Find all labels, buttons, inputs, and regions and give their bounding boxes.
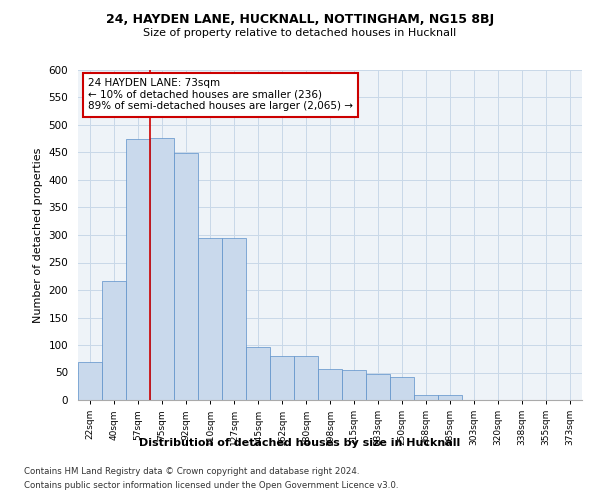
Bar <box>102 280 126 400</box>
Bar <box>198 238 222 400</box>
Bar <box>78 362 102 400</box>
Text: 24, HAYDEN LANE, HUCKNALL, NOTTINGHAM, NG15 8BJ: 24, HAYDEN LANE, HUCKNALL, NOTTINGHAM, N… <box>106 12 494 26</box>
Bar <box>342 370 366 400</box>
Y-axis label: Number of detached properties: Number of detached properties <box>33 148 43 322</box>
Bar <box>438 394 462 400</box>
Bar <box>126 138 150 400</box>
Bar <box>318 368 342 400</box>
Text: Distribution of detached houses by size in Hucknall: Distribution of detached houses by size … <box>139 438 461 448</box>
Bar <box>390 377 414 400</box>
Bar <box>246 346 270 400</box>
Bar <box>366 374 390 400</box>
Bar <box>174 153 198 400</box>
Text: Size of property relative to detached houses in Hucknall: Size of property relative to detached ho… <box>143 28 457 38</box>
Bar <box>414 394 438 400</box>
Text: Contains HM Land Registry data © Crown copyright and database right 2024.: Contains HM Land Registry data © Crown c… <box>24 468 359 476</box>
Text: 24 HAYDEN LANE: 73sqm
← 10% of detached houses are smaller (236)
89% of semi-det: 24 HAYDEN LANE: 73sqm ← 10% of detached … <box>88 78 353 112</box>
Bar <box>294 356 318 400</box>
Bar <box>222 238 246 400</box>
Bar <box>150 138 174 400</box>
Bar <box>270 356 294 400</box>
Text: Contains public sector information licensed under the Open Government Licence v3: Contains public sector information licen… <box>24 481 398 490</box>
